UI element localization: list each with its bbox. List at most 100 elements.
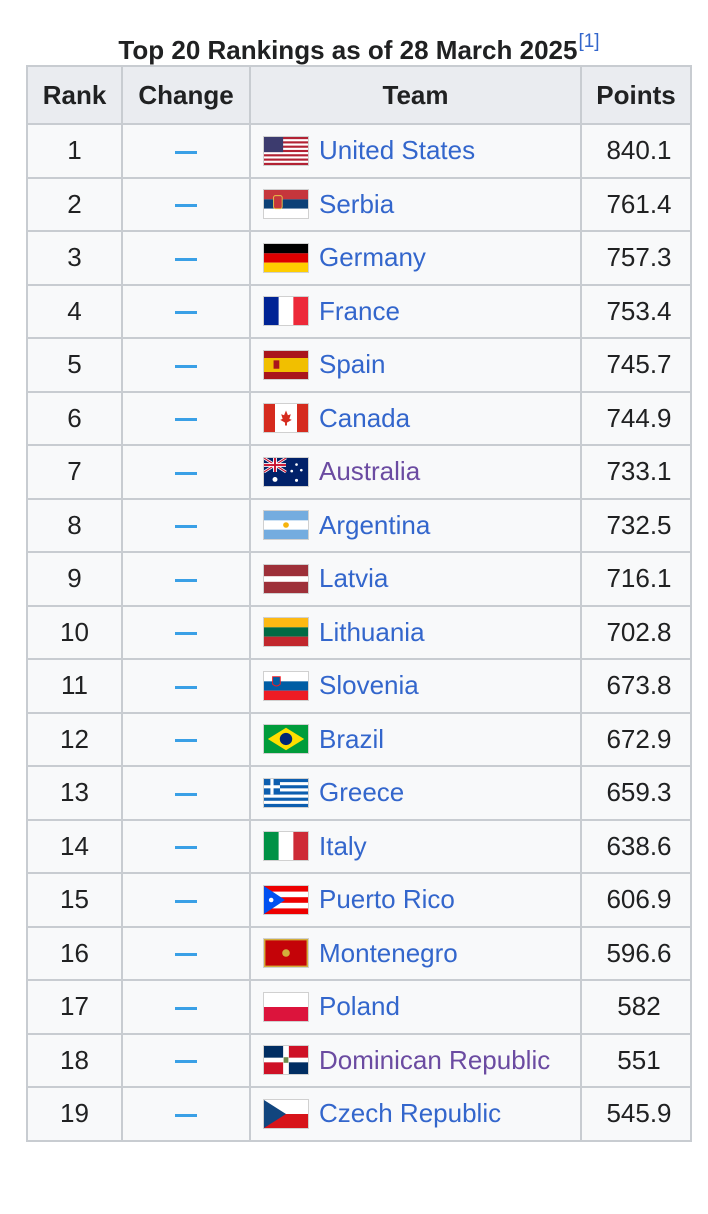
argentina-flag-icon[interactable] — [263, 510, 309, 541]
change-cell — [121, 390, 251, 446]
team-cell: Serbia — [249, 176, 582, 232]
table-row: 2 Serbia 761.4 — [26, 176, 692, 232]
rank-cell: 15 — [26, 872, 123, 928]
team-cell: Puerto Rico — [249, 872, 582, 928]
rank-header[interactable]: Rank — [26, 65, 123, 125]
brazil-flag-icon[interactable] — [263, 724, 309, 755]
points-cell: 840.1 — [580, 123, 692, 179]
slovenia-flag-icon[interactable] — [263, 670, 309, 701]
points-cell: 732.5 — [580, 497, 692, 553]
rank-cell: 9 — [26, 551, 123, 607]
team-link[interactable]: Argentina — [319, 509, 431, 540]
change-header[interactable]: Change — [121, 65, 251, 125]
team-link[interactable]: France — [319, 295, 400, 326]
points-cell: 757.3 — [580, 230, 692, 286]
team-link[interactable]: Germany — [319, 242, 426, 273]
spain-flag-icon[interactable] — [263, 349, 309, 380]
team-cell: United States — [249, 123, 582, 179]
rank-cell: 18 — [26, 1032, 123, 1088]
us-flag-icon[interactable] — [263, 135, 309, 166]
rank-cell: 1 — [26, 123, 123, 179]
table-row: 13 Greece 659.3 — [26, 765, 692, 821]
puerto-rico-flag-icon[interactable] — [263, 884, 309, 915]
team-link[interactable]: Montenegro — [319, 937, 458, 968]
change-cell — [121, 979, 251, 1035]
points-header[interactable]: Points — [580, 65, 692, 125]
no-change-dash-icon — [175, 150, 197, 154]
rank-cell: 17 — [26, 979, 123, 1035]
no-change-dash-icon — [175, 204, 197, 208]
reference-link[interactable]: [1] — [578, 31, 600, 52]
dominican-republic-flag-icon[interactable] — [263, 1045, 309, 1076]
canada-flag-icon[interactable] — [263, 403, 309, 434]
team-link[interactable]: Greece — [319, 777, 405, 808]
lithuania-flag-icon[interactable] — [263, 617, 309, 648]
germany-flag-icon[interactable] — [263, 242, 309, 273]
team-link[interactable]: Spain — [319, 349, 386, 380]
change-cell — [121, 604, 251, 660]
no-change-dash-icon — [175, 364, 197, 368]
team-link[interactable]: Australia — [319, 456, 421, 487]
points-cell: 659.3 — [580, 765, 692, 821]
team-header[interactable]: Team — [249, 65, 582, 125]
team-cell: Latvia — [249, 551, 582, 607]
team-link[interactable]: Slovenia — [319, 670, 419, 701]
serbia-flag-icon[interactable] — [263, 189, 309, 220]
points-cell: 716.1 — [580, 551, 692, 607]
rank-cell: 10 — [26, 604, 123, 660]
team-link[interactable]: United States — [319, 135, 476, 166]
team-cell: Australia — [249, 444, 582, 500]
table-row: 7 Australia 733.1 — [26, 444, 692, 500]
team-cell: Czech Republic — [249, 1086, 582, 1142]
table-row: 18 Dominican Republic 551 — [26, 1032, 692, 1088]
team-link[interactable]: Lithuania — [319, 616, 425, 647]
points-cell: 761.4 — [580, 176, 692, 232]
no-change-dash-icon — [175, 739, 197, 743]
team-link[interactable]: Latvia — [319, 563, 389, 594]
table-caption: Top 20 Rankings as of 28 March 2025[1] — [0, 24, 708, 68]
change-cell — [121, 925, 251, 981]
team-link[interactable]: Serbia — [319, 188, 395, 219]
change-cell — [121, 711, 251, 767]
no-change-dash-icon — [175, 792, 197, 796]
change-cell — [121, 765, 251, 821]
table-row: 1 United States 840.1 — [26, 123, 692, 179]
table-row: 11 Slovenia 673.8 — [26, 658, 692, 714]
team-link[interactable]: Czech Republic — [319, 1098, 502, 1129]
team-link[interactable]: Canada — [319, 402, 411, 433]
no-change-dash-icon — [175, 953, 197, 957]
rank-cell: 7 — [26, 444, 123, 500]
table-row: 9 Latvia 716.1 — [26, 551, 692, 607]
greece-flag-icon[interactable] — [263, 777, 309, 808]
czech-republic-flag-icon[interactable] — [263, 1098, 309, 1129]
team-cell: Greece — [249, 765, 582, 821]
change-cell — [121, 497, 251, 553]
rank-cell: 13 — [26, 765, 123, 821]
table-row: 5 Spain 745.7 — [26, 337, 692, 393]
montenegro-flag-icon[interactable] — [263, 938, 309, 969]
team-link[interactable]: Brazil — [319, 723, 385, 754]
team-link[interactable]: Puerto Rico — [319, 884, 455, 915]
table-row: 4 France 753.4 — [26, 283, 692, 339]
points-cell: 606.9 — [580, 872, 692, 928]
change-cell — [121, 1086, 251, 1142]
poland-flag-icon[interactable] — [263, 991, 309, 1022]
latvia-flag-icon[interactable] — [263, 563, 309, 594]
italy-flag-icon[interactable] — [263, 831, 309, 862]
australia-flag-icon[interactable] — [263, 456, 309, 487]
table-row: 10 Lithuania 702.8 — [26, 604, 692, 660]
team-link[interactable]: Dominican Republic — [319, 1044, 551, 1075]
no-change-dash-icon — [175, 257, 197, 261]
no-change-dash-icon — [175, 578, 197, 582]
france-flag-icon[interactable] — [263, 296, 309, 327]
header-row: Rank Change Team Points — [26, 65, 692, 125]
no-change-dash-icon — [175, 1113, 197, 1117]
no-change-dash-icon — [175, 1006, 197, 1010]
team-link[interactable]: Poland — [319, 991, 400, 1022]
points-cell: 702.8 — [580, 604, 692, 660]
table-row: 8 Argentina 732.5 — [26, 497, 692, 553]
table-row: 12 Brazil 672.9 — [26, 711, 692, 767]
team-cell: Spain — [249, 337, 582, 393]
table-row: 6 Canada 744.9 — [26, 390, 692, 446]
team-link[interactable]: Italy — [319, 830, 367, 861]
